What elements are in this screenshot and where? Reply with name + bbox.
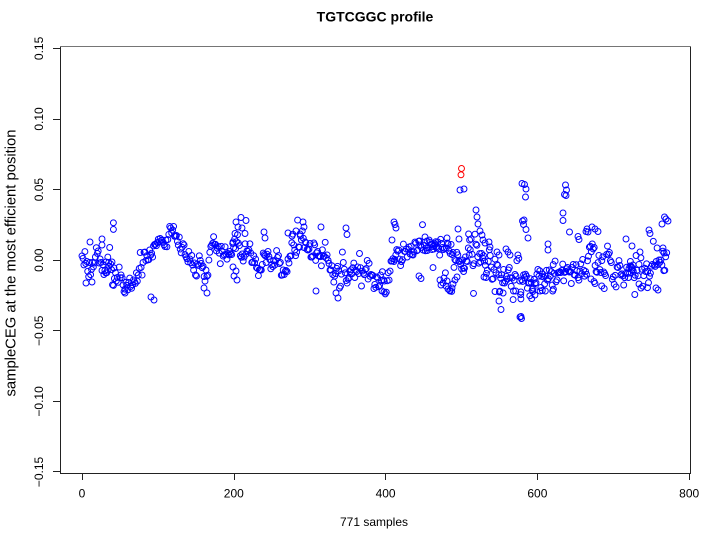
svg-text:0.10: 0.10 xyxy=(32,107,46,131)
svg-text:sampleCEG at the most efficien: sampleCEG at the most efficient position xyxy=(4,129,20,396)
svg-text:0.00: 0.00 xyxy=(32,248,46,272)
svg-text:771 samples: 771 samples xyxy=(340,515,408,529)
svg-text:800: 800 xyxy=(679,487,699,501)
svg-text:400: 400 xyxy=(376,487,396,501)
svg-text:−0.05: −0.05 xyxy=(32,315,46,346)
svg-text:−0.10: −0.10 xyxy=(32,386,46,417)
svg-text:0.05: 0.05 xyxy=(32,178,46,202)
svg-text:−0.15: −0.15 xyxy=(32,456,46,487)
svg-text:0.15: 0.15 xyxy=(32,36,46,60)
svg-text:600: 600 xyxy=(527,487,547,501)
svg-text:0: 0 xyxy=(79,487,86,501)
svg-text:TGTCGGC profile: TGTCGGC profile xyxy=(317,9,434,25)
svg-text:200: 200 xyxy=(224,487,244,501)
